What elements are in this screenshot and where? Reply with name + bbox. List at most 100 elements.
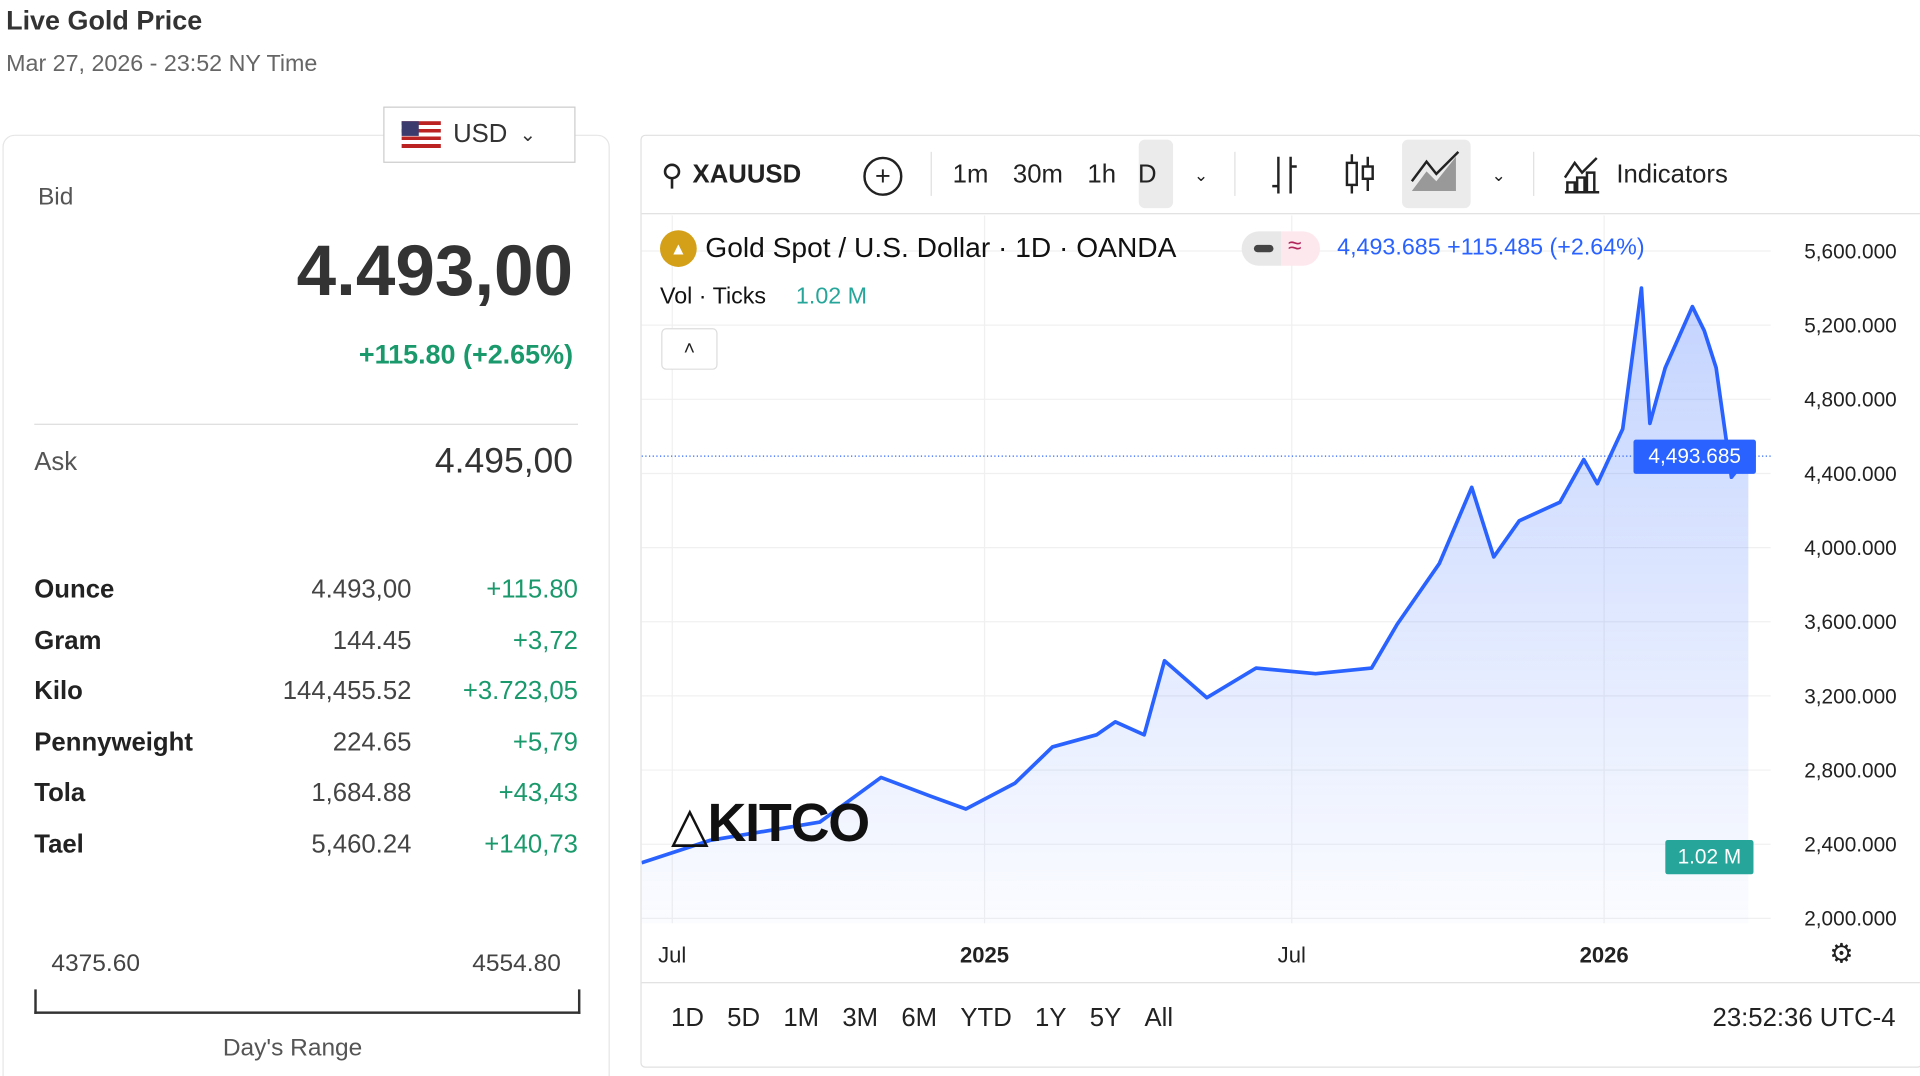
bid-price: 4.493,00 (296, 231, 574, 312)
price-panel (2, 134, 610, 1076)
page-title: Live Gold Price (6, 4, 203, 36)
unit-row: Kilo 144,455.52 +3.723,05 (34, 667, 578, 716)
y-tick-label: 4,000.000 (1804, 537, 1897, 560)
unit-row: Ounce 4.493,00 +115.80 (34, 566, 578, 615)
indicators-button[interactable]: Indicators (1562, 157, 1728, 194)
unit-change: +43,43 (498, 778, 578, 807)
bid-change: +115.80 (+2.65%) (358, 339, 574, 370)
compare-add-icon[interactable]: + (863, 156, 903, 196)
unit-name: Tola (34, 778, 86, 807)
unit-change: +3,72 (512, 626, 578, 655)
y-tick-label: 3,600.000 (1804, 611, 1897, 634)
x-tick-label: 2025 (960, 942, 1009, 967)
divider (930, 151, 932, 196)
y-tick-label: 2,400.000 (1804, 834, 1897, 857)
x-tick-label: Jul (658, 942, 686, 967)
volume-value: 1.02 M (795, 284, 868, 310)
unit-row: Pennyweight 224.65 +5,79 (34, 718, 578, 767)
unit-value: 144.45 (332, 626, 412, 655)
unit-value: 1,684.88 (311, 778, 412, 807)
unit-change: +115.80 (486, 575, 578, 604)
y-tick-label: 2,000.000 (1804, 908, 1897, 931)
y-tick-label: 5,200.000 (1804, 315, 1897, 338)
unit-name: Gram (34, 626, 102, 655)
unit-change: +3.723,05 (462, 677, 578, 706)
us-flag-icon (401, 121, 441, 149)
indicators-label: Indicators (1616, 160, 1728, 189)
unit-value: 224.65 (332, 727, 412, 757)
legend-toggle[interactable]: ≈ (1241, 231, 1321, 266)
interval-D[interactable]: D (1138, 160, 1157, 189)
ask-price: 4.495,00 (434, 442, 574, 482)
range-bar (34, 989, 581, 1014)
bar-chart-type-icon[interactable] (1267, 154, 1301, 196)
hide-icon (1253, 244, 1274, 253)
y-tick-label: 4,800.000 (1804, 389, 1897, 412)
approx-icon: ≈ (1288, 232, 1302, 260)
interval-1m[interactable]: 1m (952, 160, 989, 189)
interval-1h[interactable]: 1h (1087, 160, 1117, 189)
divider (34, 423, 578, 425)
currency-value: USD (453, 120, 508, 149)
range-6m[interactable]: 6M (901, 1004, 938, 1033)
search-icon: ⚲ (661, 158, 683, 192)
unit-name: Ounce (34, 575, 115, 604)
unit-row: Tael 5,460.24 +140,73 (34, 820, 578, 869)
divider (641, 982, 1920, 984)
kitco-logo: △KITCO (671, 793, 870, 854)
divider (641, 213, 1920, 215)
chevron-down-icon[interactable]: ⌄ (1193, 164, 1209, 185)
chevron-down-icon[interactable]: ⌄ (1491, 164, 1506, 185)
currency-select[interactable]: USD ⌄ (383, 106, 576, 163)
area-chart-type-button[interactable] (1402, 139, 1471, 209)
y-tick-label: 5,600.000 (1804, 240, 1897, 263)
unit-value: 144,455.52 (282, 677, 412, 706)
clock: 23:52:36 UTC-4 (1712, 1004, 1896, 1033)
volume-label: Vol · Ticks (660, 284, 767, 310)
range-5y[interactable]: 5Y (1089, 1004, 1122, 1033)
unit-value: 5,460.24 (311, 829, 412, 858)
range-ytd[interactable]: YTD (960, 1004, 1012, 1033)
interval-30m[interactable]: 30m (1012, 160, 1063, 189)
indicators-icon (1563, 157, 1600, 194)
range-1m[interactable]: 1M (783, 1004, 820, 1033)
symbol-search[interactable]: ⚲ XAUUSD (661, 157, 801, 194)
unit-name: Pennyweight (34, 727, 193, 757)
x-tick-label: Jul (1278, 942, 1306, 967)
ask-label: Ask (34, 448, 78, 477)
y-tick-label: 3,200.000 (1804, 685, 1897, 708)
divider (1234, 151, 1236, 196)
bid-label: Bid (37, 183, 74, 211)
price-area (641, 288, 1749, 924)
unit-change: +140,73 (484, 829, 578, 858)
legend-title: Gold Spot / U.S. Dollar · 1D · OANDA (705, 231, 1177, 264)
active-interval-bg (1138, 139, 1174, 209)
range-label: Day's Range (222, 1034, 363, 1062)
range-high: 4554.80 (472, 950, 561, 978)
price-chart[interactable]: 5,600.000 5,200.000 4,800.000 4,400.000 4,00… (641, 215, 1920, 983)
gold-symbol-icon: ▲ (660, 230, 697, 267)
symbol-label: XAUUSD (692, 160, 802, 189)
y-tick-label: 2,800.000 (1804, 759, 1897, 782)
chart-settings-icon[interactable]: ⚙ (1829, 937, 1854, 969)
chart-container (640, 134, 1920, 1068)
collapse-legend-button[interactable]: ˄ (661, 328, 718, 370)
candlestick-icon[interactable] (1343, 152, 1377, 196)
legend-values: 4,493.685 +115.485 (+2.64%) (1337, 235, 1645, 261)
timestamp: Mar 27, 2026 - 23:52 NY Time (6, 51, 318, 78)
range-all[interactable]: All (1144, 1004, 1174, 1033)
range-low: 4375.60 (51, 950, 140, 978)
unit-change: +5,79 (512, 727, 578, 757)
area-chart-icon (1410, 150, 1460, 192)
divider (1533, 151, 1535, 196)
volume-price-label: 1.02 M (1665, 840, 1754, 875)
x-tick-label: 2026 (1580, 942, 1629, 967)
range-5d[interactable]: 5D (727, 1004, 761, 1033)
range-3m[interactable]: 3M (842, 1004, 879, 1033)
unit-row: Tola 1,684.88 +43,43 (34, 769, 578, 818)
last-price-label: 4,493.685 (1633, 439, 1756, 474)
y-tick-label: 4,400.000 (1804, 463, 1897, 486)
unit-value: 4.493,00 (311, 575, 412, 604)
range-1d[interactable]: 1D (671, 1004, 704, 1033)
range-1y[interactable]: 1Y (1035, 1004, 1067, 1033)
